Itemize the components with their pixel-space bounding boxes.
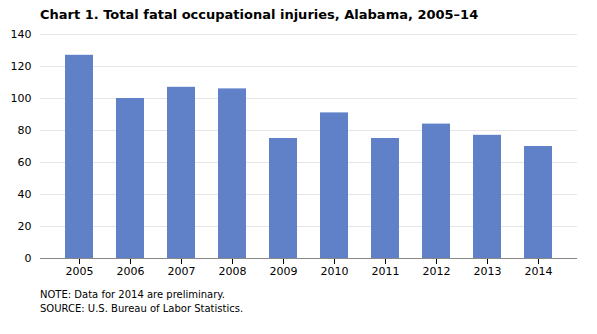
svg-text:0: 0	[25, 252, 32, 265]
svg-text:60: 60	[18, 156, 32, 169]
svg-text:40: 40	[18, 188, 32, 201]
html-text:SOURCE: U.S. Bureau of Labor S: SOURCE: U.S. Bureau of Labor Statistics.	[40, 303, 244, 314]
svg-text:100: 100	[11, 92, 32, 105]
svg-text:2014: 2014	[525, 265, 553, 278]
svg-text:2009: 2009	[270, 265, 298, 278]
svg-text:2012: 2012	[423, 265, 451, 278]
svg-text:120: 120	[11, 60, 32, 73]
svg-text:2005: 2005	[66, 265, 94, 278]
html-text:Chart 1. Total fatal occupatio: Chart 1. Total fatal occupational injuri…	[40, 7, 479, 22]
svg-text:20: 20	[18, 220, 32, 233]
svg-text:2008: 2008	[219, 265, 247, 278]
svg-text:2013: 2013	[474, 265, 502, 278]
svg-text:2011: 2011	[372, 265, 400, 278]
svg-text:2010: 2010	[321, 265, 349, 278]
html-text:NOTE: Data for 2014 are prelim: NOTE: Data for 2014 are preliminary.	[40, 289, 225, 300]
svg-text:140: 140	[11, 28, 32, 41]
svg-text:2007: 2007	[168, 265, 196, 278]
svg-text:2006: 2006	[117, 265, 145, 278]
svg-text:80: 80	[18, 124, 32, 137]
